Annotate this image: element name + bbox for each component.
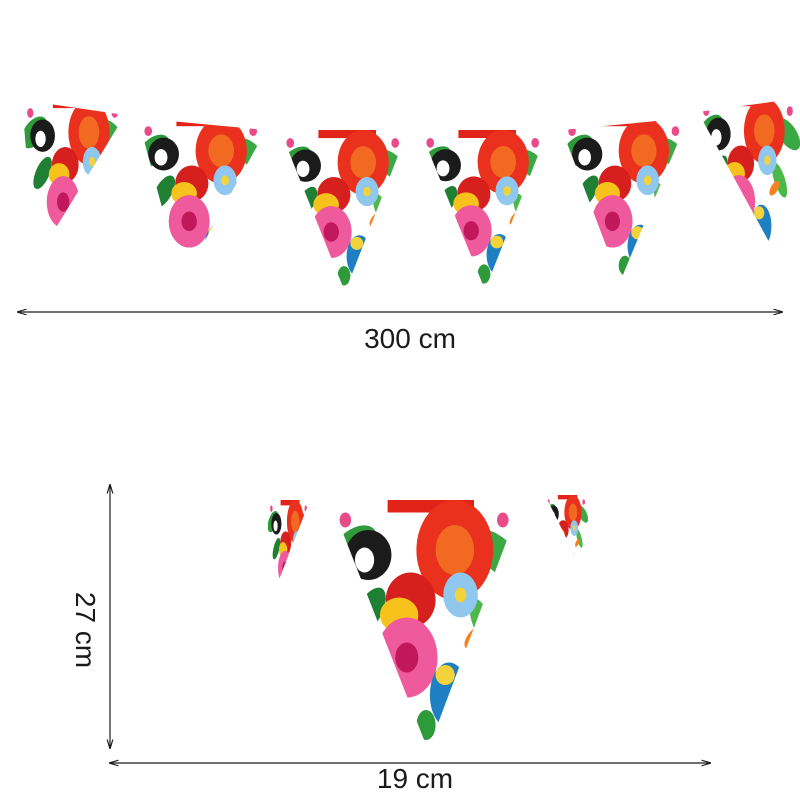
pennant <box>698 98 800 262</box>
height-label: 27 cm <box>70 592 101 668</box>
pennant <box>280 130 408 292</box>
pennant-partial <box>268 500 310 608</box>
single-pennant <box>268 495 588 750</box>
pennant <box>22 100 125 262</box>
bunting-row <box>22 98 800 292</box>
width-label: 19 cm <box>377 763 453 794</box>
length-label: 300 cm <box>364 323 456 354</box>
pennant <box>420 130 548 290</box>
pennant <box>562 118 688 282</box>
pennant <box>138 118 266 282</box>
pennant <box>330 500 522 750</box>
pennant-partial <box>545 495 588 582</box>
